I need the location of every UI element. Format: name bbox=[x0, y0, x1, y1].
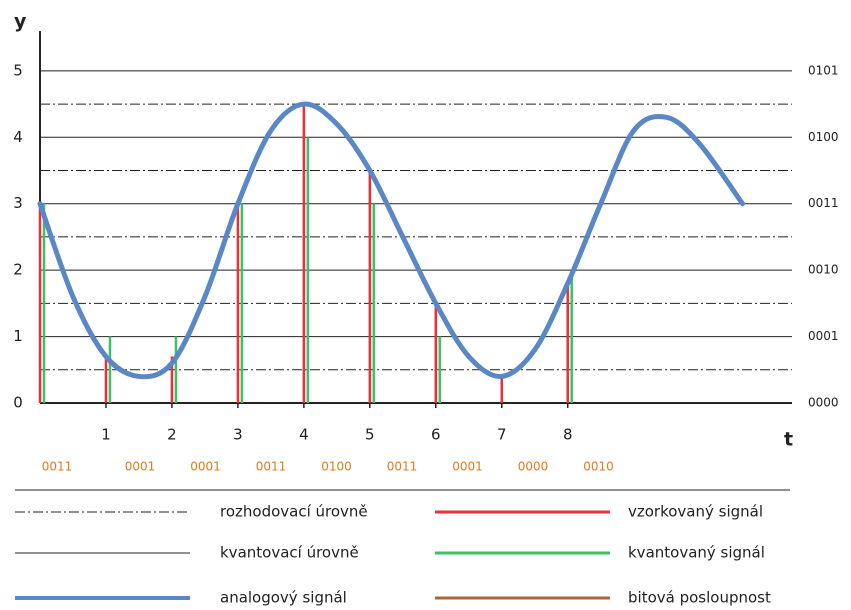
legend-label: kvantovaný signál bbox=[628, 544, 765, 562]
legend-label: rozhodovací úrovně bbox=[220, 503, 368, 521]
y-tick-label: 5 bbox=[13, 61, 23, 79]
legend-label: analogový signál bbox=[220, 589, 347, 607]
y2-tick-label: 0000 bbox=[808, 396, 839, 410]
bit-code: 0000 bbox=[518, 460, 549, 474]
y-tick-label: 1 bbox=[13, 327, 23, 345]
x-tick-label: 4 bbox=[299, 426, 309, 444]
y2-tick-label: 0100 bbox=[808, 130, 839, 144]
legend-label: bitová posloupnost bbox=[628, 589, 771, 607]
y2-tick-label: 0011 bbox=[808, 196, 839, 210]
x-tick-label: 6 bbox=[431, 426, 441, 444]
bit-code: 0001 bbox=[125, 460, 156, 474]
x-tick-label: 7 bbox=[497, 426, 507, 444]
x-tick-label: 3 bbox=[233, 426, 243, 444]
x-tick-label: 8 bbox=[563, 426, 573, 444]
y-tick-label: 2 bbox=[13, 261, 23, 279]
legend-label: vzorkovaný signál bbox=[628, 503, 763, 521]
x-axis-label: t bbox=[784, 429, 793, 451]
y-tick-label: 0 bbox=[13, 394, 23, 412]
x-tick-label: 2 bbox=[167, 426, 177, 444]
bit-code: 0010 bbox=[583, 460, 614, 474]
x-tick-label: 5 bbox=[365, 426, 375, 444]
bit-code: 0001 bbox=[190, 460, 221, 474]
analog-signal bbox=[37, 101, 746, 380]
legend-label: kvantovací úrovně bbox=[220, 544, 359, 562]
bit-code: 0011 bbox=[256, 460, 287, 474]
bit-code: 0100 bbox=[321, 460, 352, 474]
y-tick-label: 3 bbox=[13, 194, 23, 212]
x-tick-label: 1 bbox=[101, 426, 111, 444]
y-tick-label: 4 bbox=[13, 128, 23, 146]
y2-tick-label: 0101 bbox=[808, 63, 839, 77]
y2-tick-label: 0010 bbox=[808, 263, 839, 277]
bit-code: 0011 bbox=[42, 460, 73, 474]
bit-code: 0011 bbox=[387, 460, 418, 474]
y2-tick-label: 0001 bbox=[808, 329, 839, 343]
bit-code: 0001 bbox=[452, 460, 483, 474]
y-axis-label: y bbox=[14, 11, 27, 33]
